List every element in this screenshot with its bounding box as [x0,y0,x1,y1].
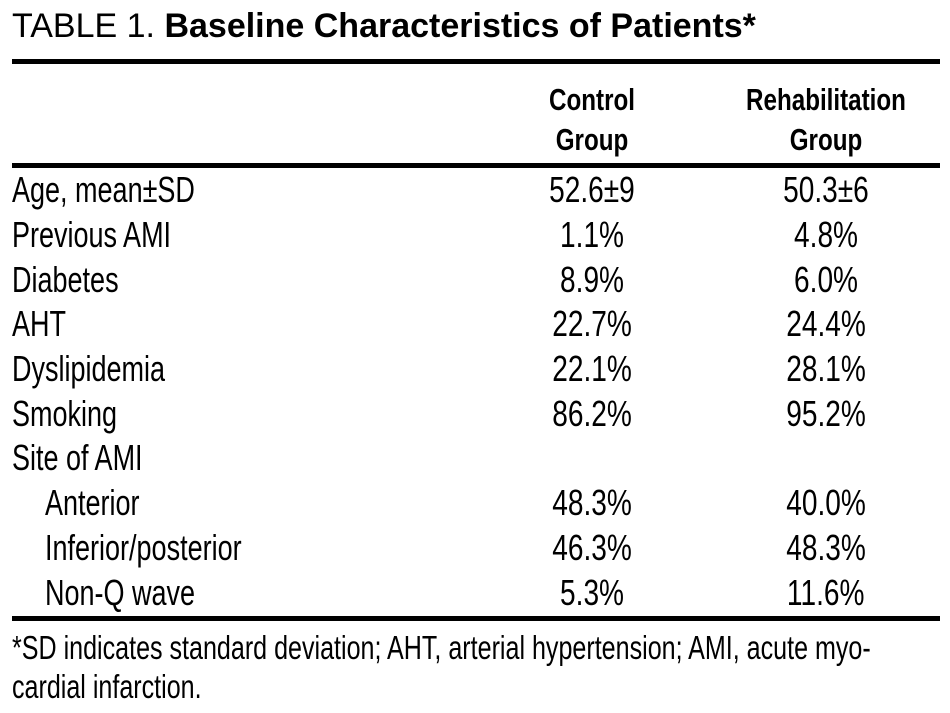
row-control-dyslipidemia: 22.1% [552,348,632,390]
row-control-inferior-posterior: 46.3% [552,526,632,568]
row-label-smoking: Smoking [12,392,118,434]
column-header-rehabilitation-line2: Group [789,122,863,157]
column-header-rehabilitation: Rehabilitation Group [712,80,940,160]
row-label-diabetes: Diabetes [12,258,119,300]
row-control-non-q-wave: 5.3% [559,571,625,613]
row-rehab-inferior-posterior: 48.3% [786,526,866,568]
row-rehab-non-q-wave: 11.6% [787,571,865,613]
table-body: Age, mean±SD 52.6±9 50.3±6 Previous AMI … [12,168,940,615]
row-label-non-q-wave: Non-Q wave [45,571,196,613]
row-control-aht: 22.7% [552,303,632,345]
row-control-smoking: 86.2% [552,392,632,434]
row-rehab-previous-ami: 4.8% [793,214,859,256]
row-rehab-diabetes: 6.0% [793,258,859,300]
row-label-aht: AHT [12,303,66,345]
row-label-age: Age, mean±SD [12,169,195,211]
rule-middle [12,163,940,168]
footnote-line1: *SD indicates standard deviation; AHT, a… [12,629,871,666]
column-header-control-line2: Group [555,122,629,157]
table-footnote: *SD indicates standard deviation; AHT, a… [12,628,950,706]
row-rehab-age: 50.3±6 [783,169,869,211]
row-label-anterior: Anterior [45,482,140,524]
table-title-prefix: TABLE 1. [12,7,155,45]
row-rehab-dyslipidemia: 28.1% [786,348,866,390]
row-control-diabetes: 8.9% [559,258,625,300]
row-label-previous-ami: Previous AMI [12,214,172,256]
row-control-site-of-ami [472,437,712,479]
row-control-anterior: 48.3% [552,482,632,524]
row-label-inferior-posterior: Inferior/posterior [45,526,242,568]
column-header-control-line1: Control [549,82,635,117]
row-rehab-aht: 24.4% [786,303,866,345]
table-title-main: Baseline Characteristics of Patients* [164,7,756,45]
row-rehab-anterior: 40.0% [786,482,866,524]
rule-bottom [12,616,940,621]
row-control-age: 52.6±9 [549,169,635,211]
rule-top [12,59,940,64]
row-control-previous-ami: 1.1% [559,214,625,256]
footnote-line2: cardial infarction. [12,668,202,705]
row-rehab-smoking: 95.2% [786,392,866,434]
row-label-site-of-ami: Site of AMI [12,437,143,479]
row-rehab-site-of-ami [712,437,940,479]
table-title: TABLE 1. Baseline Characteristics of Pat… [12,6,756,46]
row-label-dyslipidemia: Dyslipidemia [12,348,166,390]
column-header-control: Control Group [472,80,712,160]
column-header-rehabilitation-line1: Rehabilitation [746,82,906,117]
